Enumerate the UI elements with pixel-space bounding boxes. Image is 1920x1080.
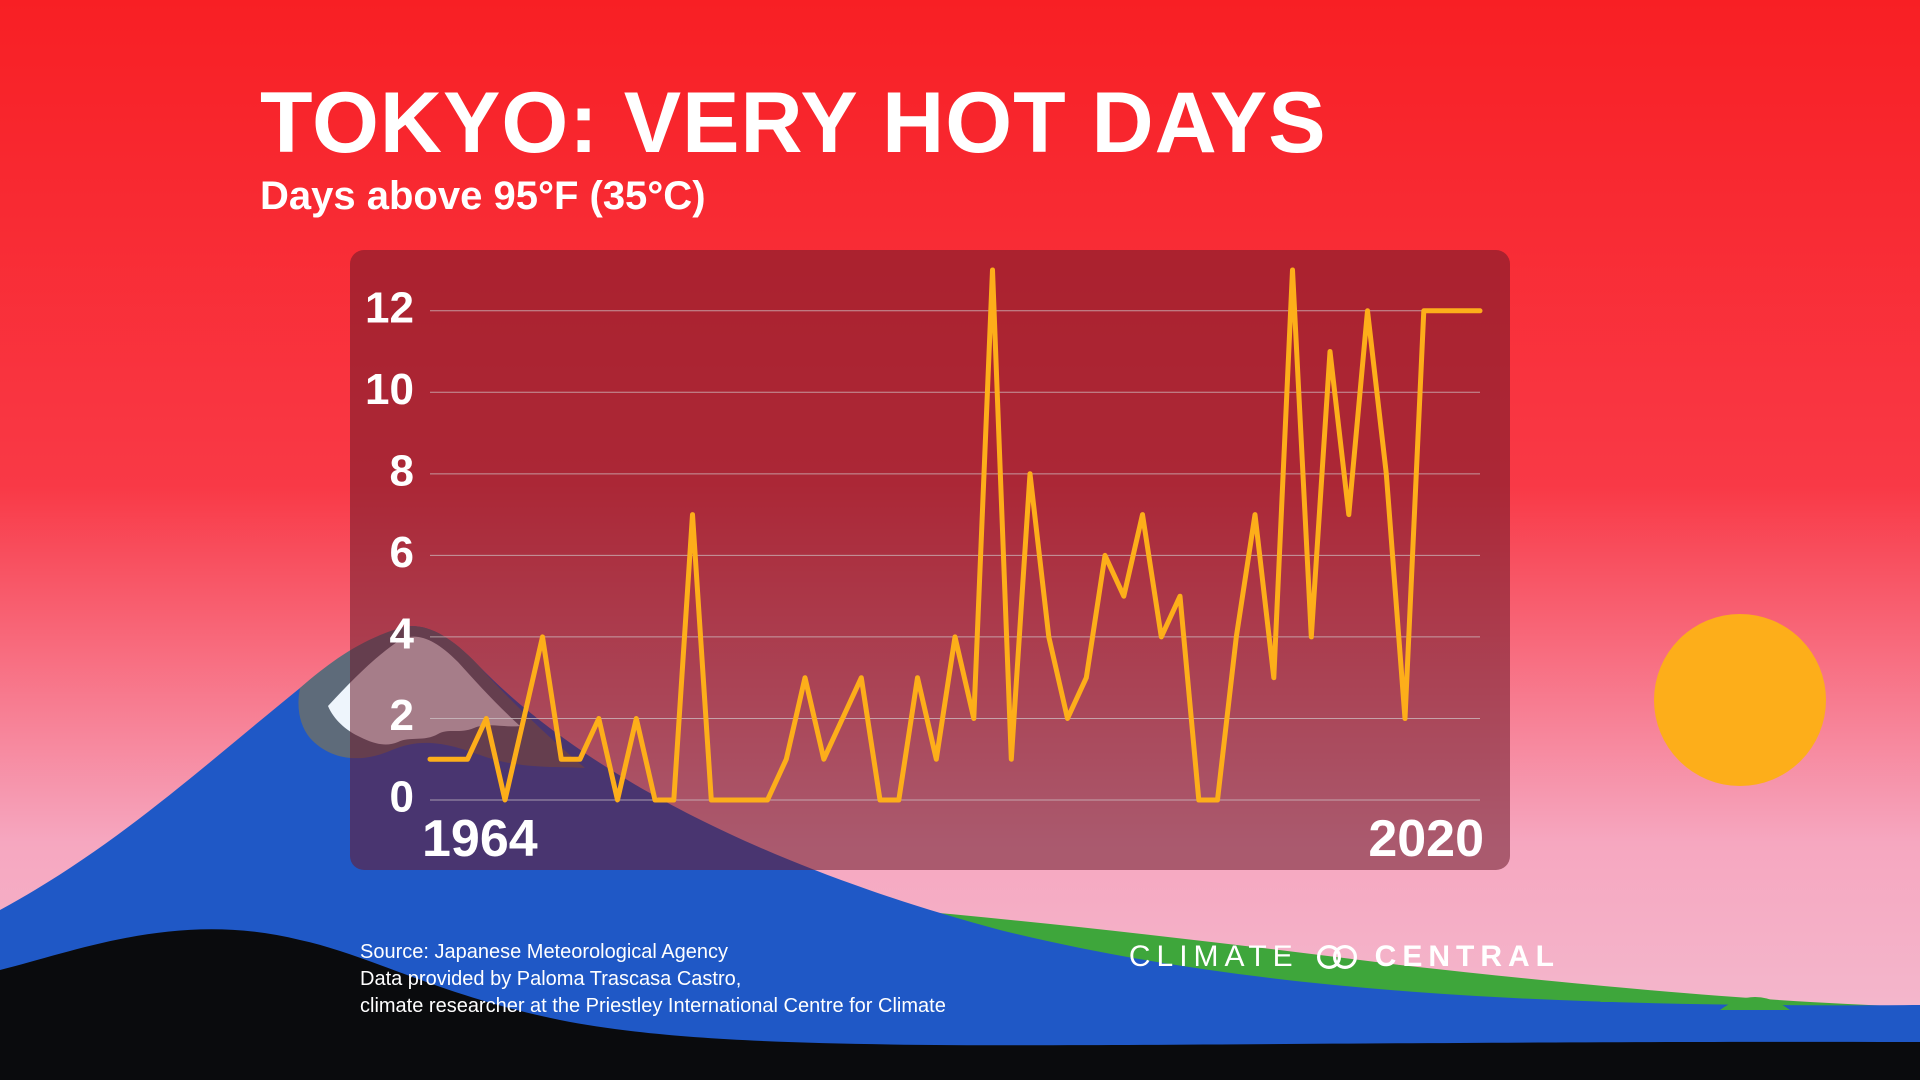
y-tick-label: 0 <box>390 773 414 822</box>
y-tick-label: 6 <box>390 528 414 577</box>
y-tick-label: 8 <box>390 446 414 495</box>
source-attribution: Source: Japanese Meteorological Agency D… <box>360 939 946 1020</box>
x-start-label: 1964 <box>422 810 538 868</box>
y-tick-label: 4 <box>390 610 415 659</box>
brand-word-right: CENTRAL <box>1375 940 1560 974</box>
infographic-stage: TOKYO: VERY HOT DAYS Days above 95°F (35… <box>0 0 1920 1080</box>
chart-subtitle: Days above 95°F (35°C) <box>260 174 1327 219</box>
source-line: Source: Japanese Meteorological Agency <box>360 939 946 966</box>
brand-word-left: CLIMATE <box>1129 940 1299 974</box>
brand-logo-icon <box>1313 942 1361 972</box>
x-end-label: 2020 <box>1368 810 1484 868</box>
y-tick-label: 12 <box>365 283 414 332</box>
source-line: Data provided by Paloma Trascasa Castro, <box>360 966 946 993</box>
y-tick-label: 10 <box>365 365 414 414</box>
brand-block: CLIMATE CENTRAL <box>1129 940 1560 974</box>
y-tick-label: 2 <box>390 691 414 740</box>
source-line: climate researcher at the Priestley Inte… <box>360 993 946 1020</box>
line-chart: 0 2 4 6 8 10 12 1964 2020 <box>350 250 1510 870</box>
chart-title: TOKYO: VERY HOT DAYS <box>260 80 1327 166</box>
title-block: TOKYO: VERY HOT DAYS Days above 95°F (35… <box>260 80 1327 219</box>
